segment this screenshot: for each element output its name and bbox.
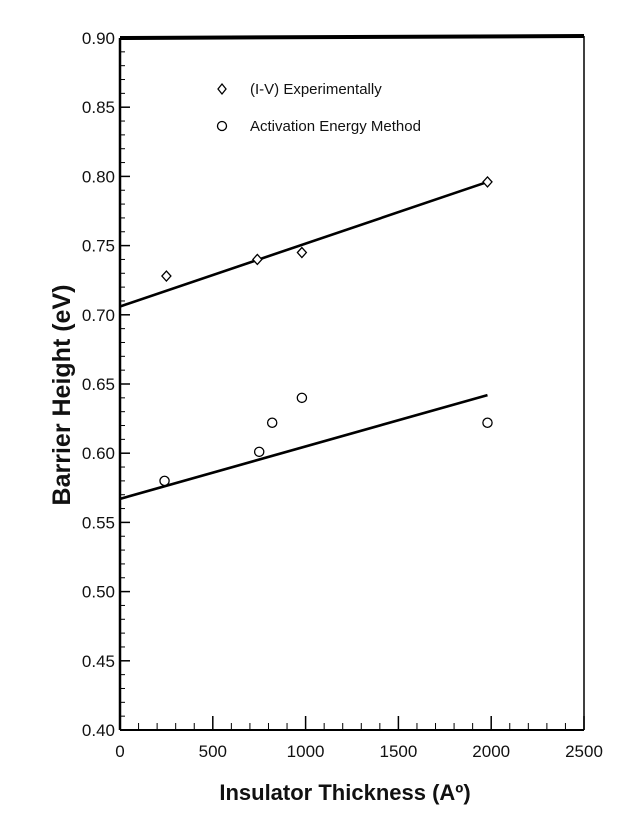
circle-marker [296, 392, 308, 404]
circle-marker [482, 417, 493, 429]
y-tick-label: 0.65 [82, 375, 115, 394]
circle-marker [253, 446, 265, 458]
x-axis-ticks: 0 500 1000 1500 2000 2500 [115, 716, 603, 761]
x-tick-label: 500 [199, 742, 227, 761]
x-axis-title: Insulator Thickness (Aº) [219, 780, 470, 805]
legend-label-series-2: Activation Energy Method [250, 118, 421, 135]
x-tick-label: 2000 [472, 742, 510, 761]
y-tick-label: 0.80 [82, 167, 115, 186]
x-tick-label: 1000 [287, 742, 325, 761]
diamond-marker [482, 175, 493, 188]
y-tick-label: 0.60 [82, 444, 115, 463]
diamond-marker [161, 270, 172, 283]
y-axis-title: Barrier Height (eV) [48, 285, 76, 506]
y-tick-label: 0.55 [82, 513, 115, 532]
circle-marker [159, 475, 170, 487]
data-markers [159, 175, 493, 487]
legend-label-series-1: (I-V) Experimentally [250, 81, 382, 98]
y-tick-label: 0.40 [82, 721, 115, 740]
legend: (I-V) Experimentally Activation Energy M… [216, 81, 421, 135]
x-tick-label: 1500 [379, 742, 417, 761]
y-axis-ticks: 0.40 0.45 0.50 0.55 0.60 0.65 0.70 0.75 0.80 0.85… [82, 29, 130, 740]
y-tick-label: 0.85 [82, 98, 115, 117]
fit-line-series-1 [119, 180, 488, 308]
circle-marker [266, 417, 278, 429]
diamond-marker [296, 246, 308, 259]
y-tick-label: 0.90 [82, 29, 115, 48]
y-tick-label: 0.75 [82, 237, 115, 256]
plot-frame-top [119, 34, 585, 40]
x-tick-label: 0 [115, 742, 124, 761]
y-tick-label: 0.45 [82, 652, 115, 671]
legend-circle-icon [216, 120, 228, 132]
diamond-marker [251, 253, 263, 266]
fit-lines [119, 180, 488, 501]
y-tick-label: 0.70 [82, 306, 115, 325]
fit-line-series-2 [119, 393, 488, 501]
legend-diamond-icon [217, 82, 227, 96]
x-tick-label: 2500 [565, 742, 603, 761]
y-tick-label: 0.50 [82, 583, 115, 602]
